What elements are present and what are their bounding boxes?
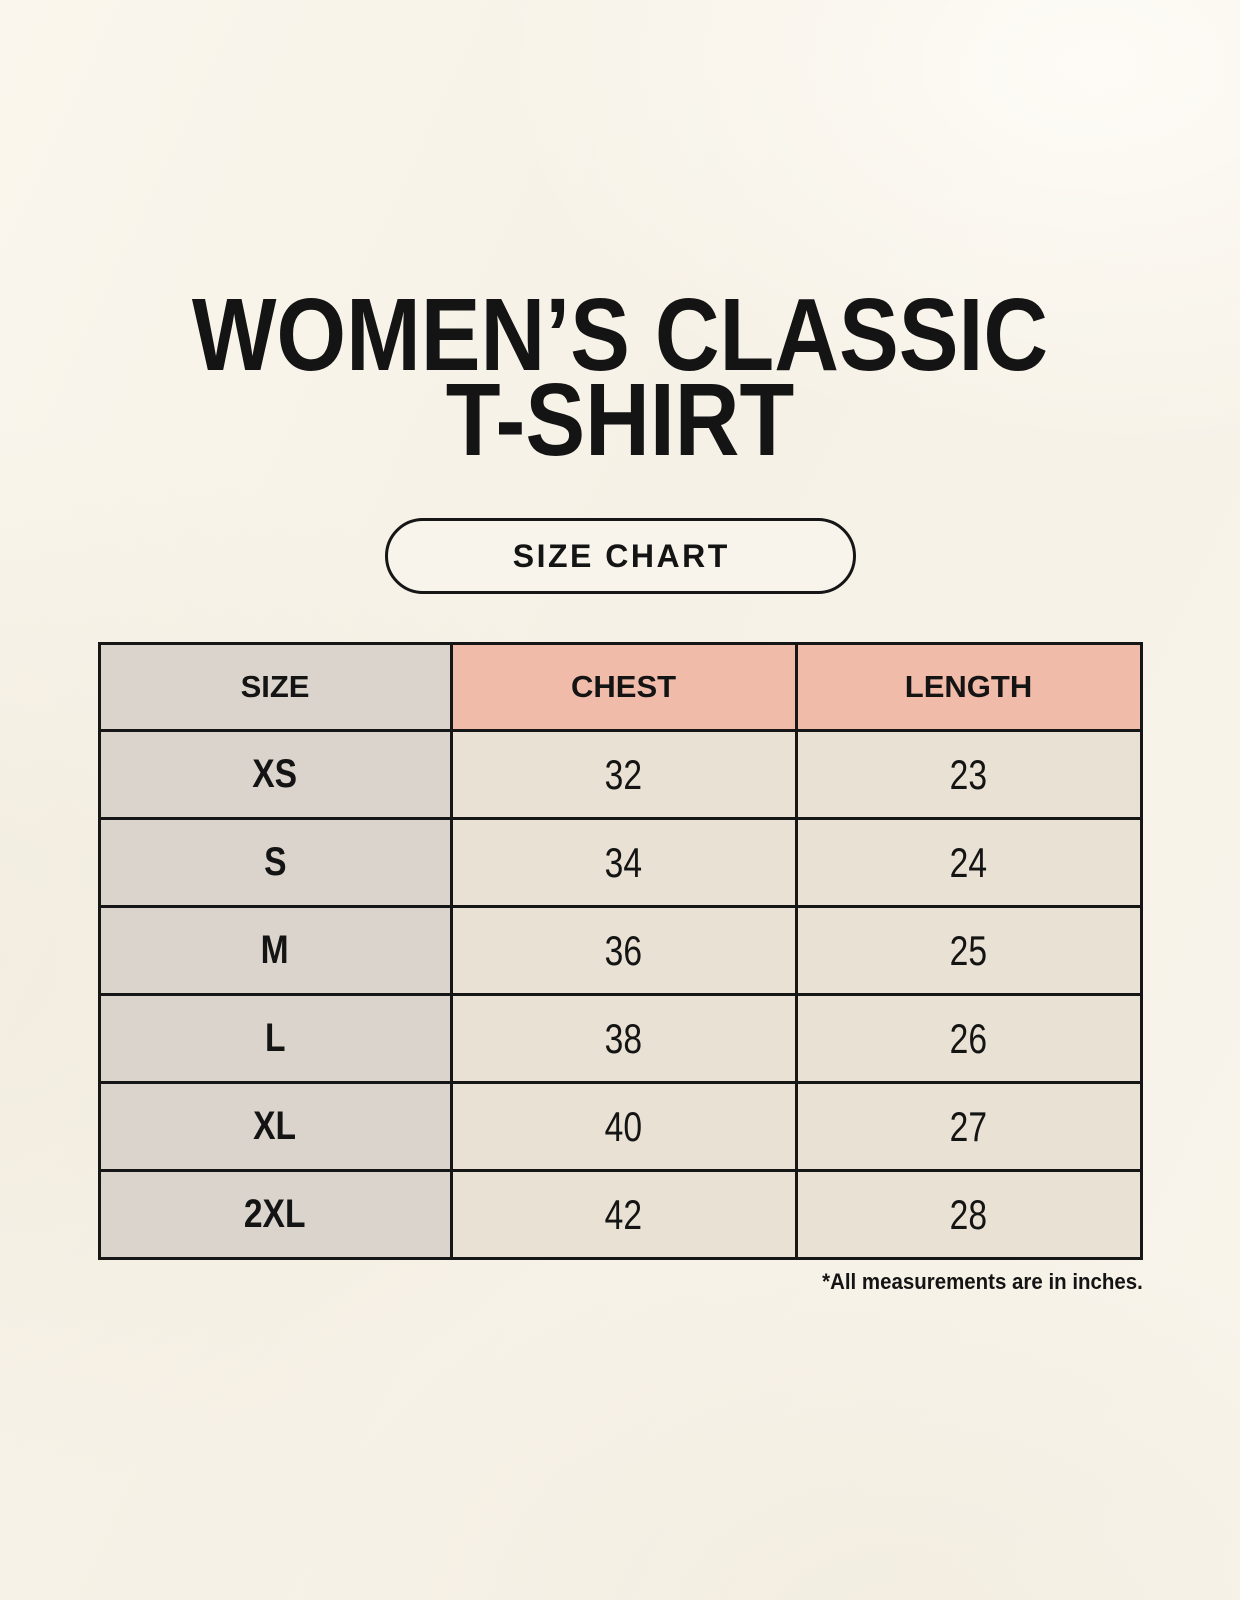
measurements-footnote-text: *All measurements are in inches. — [821, 1269, 1143, 1294]
size-chart-button[interactable]: SIZE CHART — [384, 518, 856, 594]
length-cell: 23 — [794, 729, 1143, 820]
size-cell: XS — [97, 729, 453, 820]
chest-cell: 32 — [449, 729, 798, 820]
size-cell: 2XL — [97, 1169, 453, 1260]
page-title: WOMEN’S CLASSIC T-SHIRT — [0, 0, 1240, 477]
chest-cell: 40 — [449, 1081, 798, 1172]
length-cell: 24 — [794, 817, 1143, 908]
table-row-xl: XL 40 27 — [97, 1081, 1143, 1172]
page-title-line-2: T-SHIRT — [445, 362, 795, 477]
table-row-s: S 34 24 — [97, 817, 1143, 908]
table-row-l: L 38 26 — [97, 993, 1143, 1084]
size-cell: L — [97, 993, 453, 1084]
table-row-m: M 36 25 — [97, 905, 1143, 996]
chest-cell: 42 — [449, 1169, 798, 1260]
chest-cell: 34 — [449, 817, 798, 908]
length-cell: 28 — [794, 1169, 1143, 1260]
length-cell: 26 — [794, 993, 1143, 1084]
size-chart-button-label: SIZE CHART — [512, 537, 730, 574]
column-header-chest: CHEST — [449, 642, 798, 732]
table-row-xs: XS 32 23 — [97, 729, 1143, 820]
column-header-length: LENGTH — [794, 642, 1143, 732]
size-cell: S — [97, 817, 453, 908]
measurements-footnote: *All measurements are in inches. — [98, 1269, 1143, 1295]
chest-cell: 36 — [449, 905, 798, 996]
chest-cell: 38 — [449, 993, 798, 1084]
size-chart-table: SIZE CHEST LENGTH XS 32 23 S 34 24 M 36 … — [97, 642, 1143, 1260]
size-cell: XL — [97, 1081, 453, 1172]
column-header-size: SIZE — [97, 642, 453, 732]
table-header-row: SIZE CHEST LENGTH — [97, 642, 1143, 732]
table-row-2xl: 2XL 42 28 — [97, 1169, 1143, 1260]
size-cell: M — [97, 905, 453, 996]
page-title-line-1: WOMEN’S CLASSIC — [191, 277, 1049, 392]
length-cell: 25 — [794, 905, 1143, 996]
length-cell: 27 — [794, 1081, 1143, 1172]
